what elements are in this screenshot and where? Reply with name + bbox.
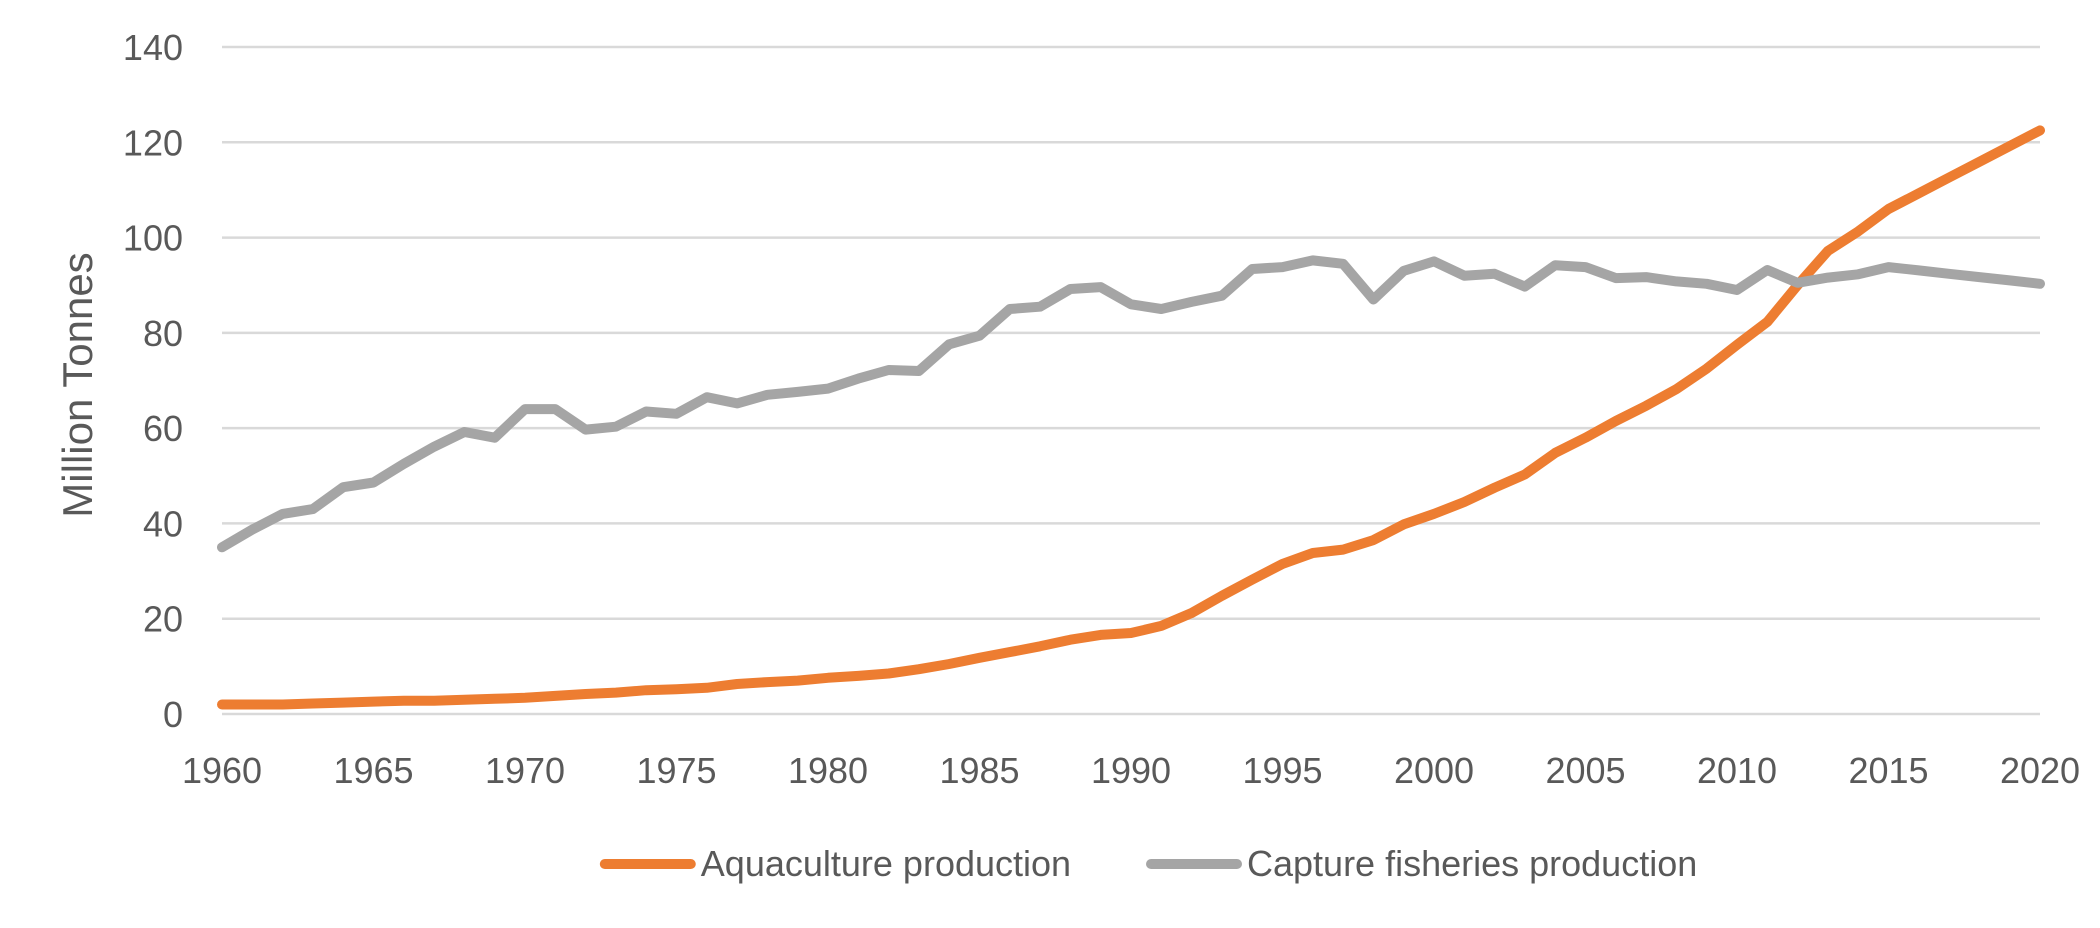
y-tick-label: 40	[143, 503, 183, 544]
x-axis-ticks: 1960 1965 1970 1975 1980 1985 1990 1995 2000 2005…	[182, 750, 2080, 791]
series-lines	[217, 125, 2045, 710]
y-tick-label: 140	[123, 27, 183, 68]
gridlines	[222, 45, 2040, 716]
y-tick-label: 60	[143, 408, 183, 449]
y-axis-ticks: 0 20 40 60 80 100 120 140	[123, 27, 183, 735]
x-tick-label: 2005	[1545, 750, 1625, 791]
y-tick-label: 120	[123, 122, 183, 163]
legend-item-capture-fisheries: Capture fisheries production	[1146, 843, 1697, 884]
legend: Aquaculture production Capture fisheries …	[599, 843, 1697, 884]
x-tick-label: 2020	[2000, 750, 2080, 791]
x-tick-label: 1960	[182, 750, 262, 791]
x-tick-label: 1975	[636, 750, 716, 791]
series-line-capture-fisheries	[217, 255, 2045, 553]
y-tick-label: 100	[123, 218, 183, 259]
y-tick-label: 80	[143, 313, 183, 354]
y-tick-label: 0	[163, 694, 183, 735]
y-axis-title: Million Tonnes	[54, 252, 101, 517]
x-tick-label: 2015	[1848, 750, 1928, 791]
x-tick-label: 1970	[485, 750, 565, 791]
legend-label: Capture fisheries production	[1247, 843, 1697, 884]
x-tick-label: 2000	[1394, 750, 1474, 791]
x-tick-label: 1965	[333, 750, 413, 791]
x-tick-label: 1980	[788, 750, 868, 791]
series-line-aquaculture	[217, 125, 2045, 710]
x-tick-label: 1990	[1091, 750, 1171, 791]
x-tick-label: 2010	[1697, 750, 1777, 791]
y-tick-label: 20	[143, 599, 183, 640]
x-tick-label: 1985	[939, 750, 1019, 791]
legend-item-aquaculture: Aquaculture production	[599, 843, 1071, 884]
x-tick-label: 1995	[1242, 750, 1322, 791]
legend-label: Aquaculture production	[701, 843, 1071, 884]
